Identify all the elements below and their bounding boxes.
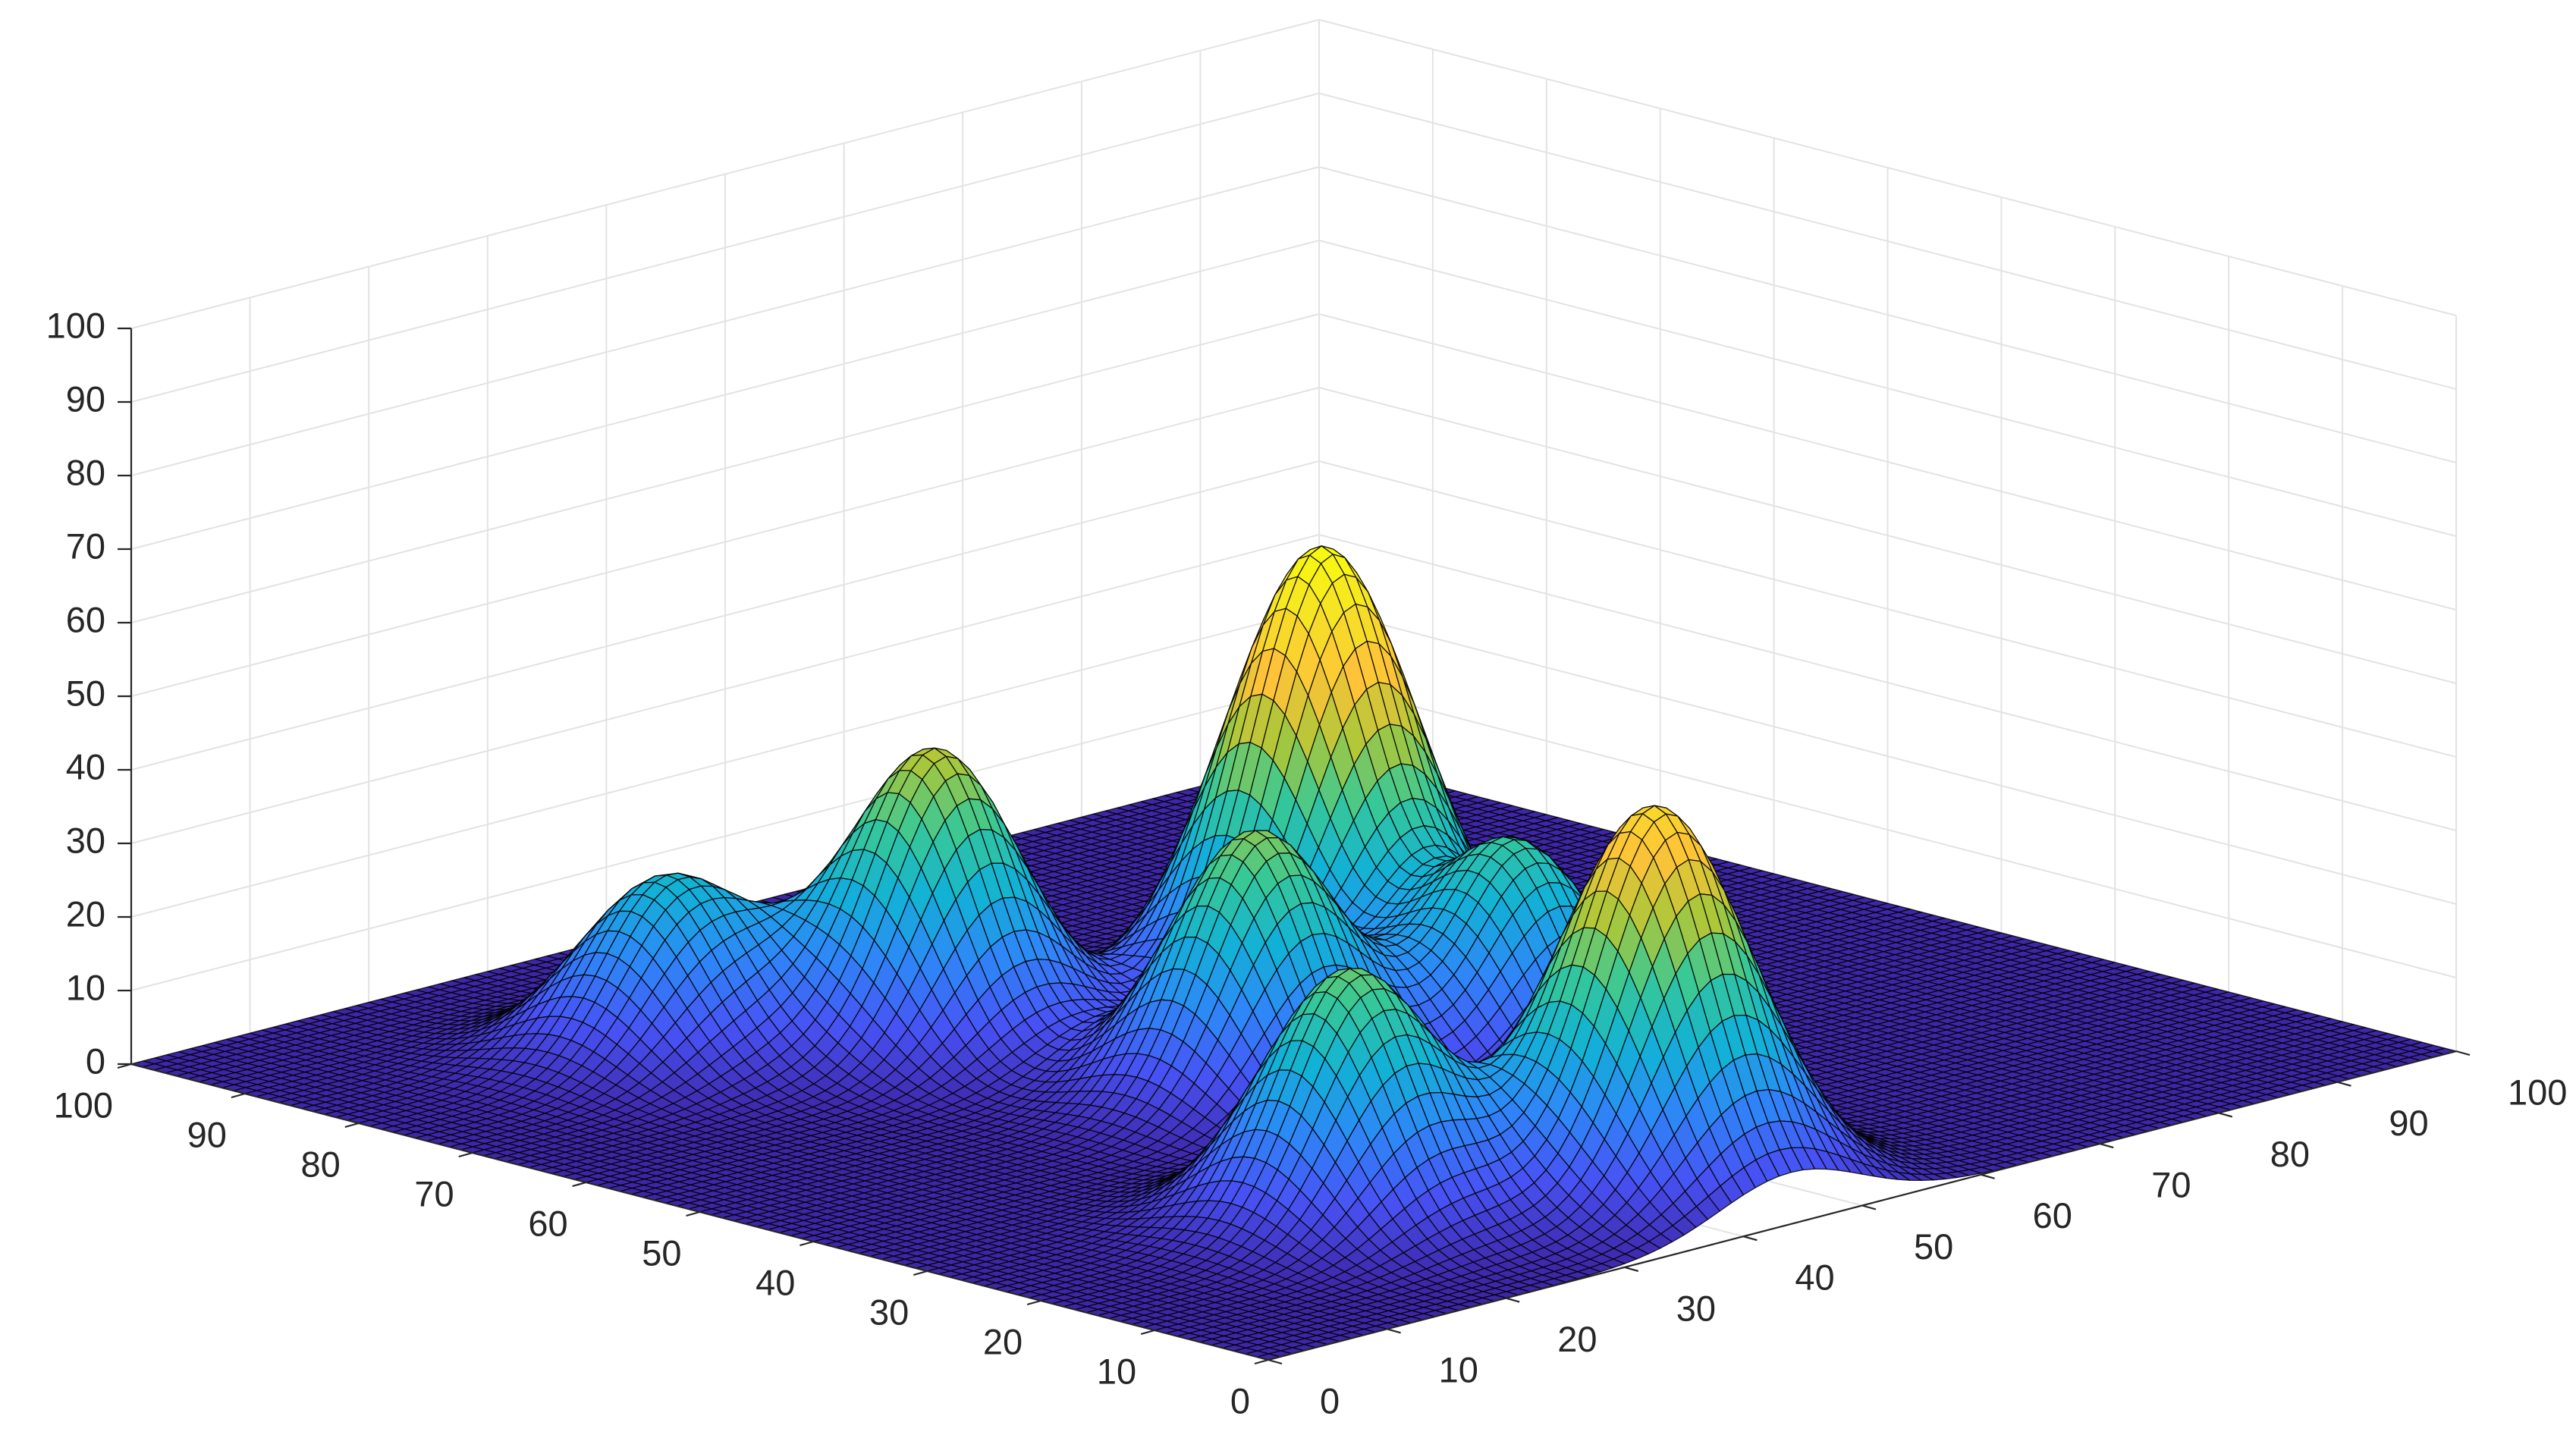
grid-line xyxy=(1318,681,2457,978)
grid-line xyxy=(1318,19,2457,316)
grid-line xyxy=(130,166,1320,476)
grid-line xyxy=(1318,534,2457,831)
grid-line xyxy=(130,313,1320,623)
grid-line xyxy=(1318,240,2457,537)
grid-line xyxy=(1318,93,2457,390)
grid-line xyxy=(130,19,1320,329)
grid-line xyxy=(130,534,1320,844)
grid-line xyxy=(130,460,1320,771)
grid-line xyxy=(1318,460,2457,758)
grid-line xyxy=(130,608,1320,918)
grid-line xyxy=(1318,387,2457,684)
grid-line xyxy=(1318,313,2457,611)
grid-line xyxy=(130,681,1320,991)
grid-line xyxy=(130,93,1320,403)
surface xyxy=(130,545,2457,1361)
grid-line xyxy=(130,387,1320,697)
grid-line xyxy=(1318,608,2457,905)
grid-line xyxy=(130,240,1320,550)
grid-line xyxy=(1318,166,2457,463)
